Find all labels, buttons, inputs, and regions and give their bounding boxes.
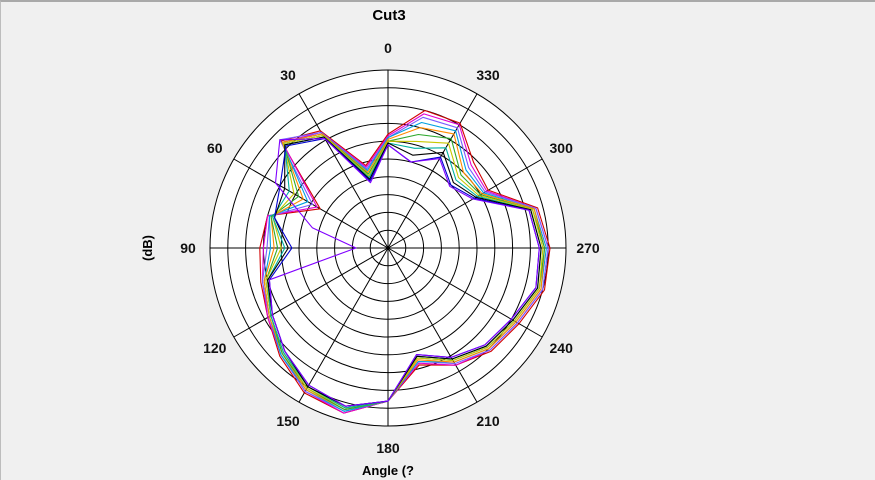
angle-tick-label: 0 (384, 40, 392, 56)
angle-tick-label: 330 (476, 67, 500, 83)
angle-tick-label: 240 (550, 340, 574, 356)
angle-tick-label: 270 (576, 240, 600, 256)
grid-spoke (387, 158, 543, 249)
grid-spoke (298, 93, 389, 249)
angle-tick-label: 90 (180, 240, 196, 256)
grid-spoke (298, 247, 389, 403)
angle-tick-label: 30 (280, 67, 296, 83)
angle-tick-label: 300 (550, 140, 574, 156)
polar-grid (209, 69, 567, 427)
angle-tick-label: 150 (276, 413, 300, 429)
grid-spoke (233, 158, 389, 249)
grid-spoke (387, 93, 478, 249)
chart-title: Cut3 (372, 7, 405, 24)
angle-tick-label: 120 (203, 340, 227, 356)
series-line (268, 138, 540, 407)
grid-spoke (387, 247, 543, 338)
grid-spoke (387, 247, 478, 403)
angle-tick-label: 60 (207, 140, 223, 156)
angle-tick-label: 180 (376, 440, 400, 456)
x-axis-label: Angle (? (362, 463, 414, 478)
angle-tick-labels: 0 30 60 90 120 150 180 210 240 270 300 330 (180, 40, 600, 456)
angle-tick-label: 210 (476, 413, 500, 429)
series-group (259, 109, 551, 414)
grid-spoke (233, 247, 389, 338)
y-axis-label: (dB) (140, 235, 155, 261)
